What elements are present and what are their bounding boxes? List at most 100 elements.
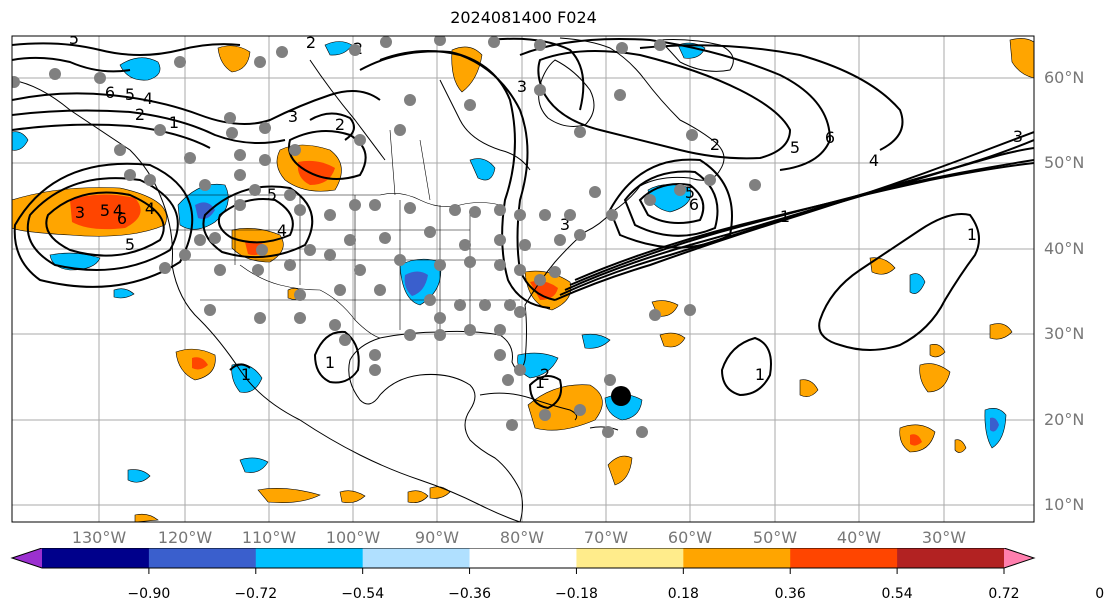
colorbar-segment [683,548,791,568]
station-dot [234,149,246,161]
contour-label: 3 [288,107,298,126]
station-dot [369,199,381,211]
station-dot [124,169,136,181]
station-dot [434,312,446,324]
station-dot [449,204,461,216]
colorbar-tick-label: 0.72 [988,586,1020,602]
station-dot [504,299,516,311]
contour-labels: 5265421325653423125643121354654111 [69,33,1023,392]
station-dot [534,274,546,286]
station-dot [254,312,266,324]
station-dot [539,409,551,421]
contour-label: 1 [325,353,335,372]
station-dot [704,174,716,186]
station-dot [12,76,20,88]
station-dot [494,324,506,336]
latitude-label: 60°N [1044,68,1085,87]
station-dot [602,426,614,438]
station-dot [276,46,288,58]
station-dot [294,204,306,216]
colorbar-segment [148,548,257,568]
station-dot [329,319,341,331]
longitude-label: 40°W [836,528,882,547]
station-dot [49,68,61,80]
contour-label: 2 [306,33,316,52]
station-dot [519,239,531,251]
latitude-label: 30°N [1044,324,1085,343]
station-dot [464,324,476,336]
contour-label: 6 [117,209,127,228]
latitude-label: 50°N [1044,153,1085,172]
station-markers [12,36,761,438]
longitude-label: 110°W [241,528,297,547]
contour-label: 6 [105,83,115,102]
station-dot [159,262,171,274]
contour-label: 5 [125,235,135,254]
station-dot [369,349,381,361]
graticule [12,36,1034,522]
station-dot [249,184,261,196]
station-dot [380,36,392,48]
longitude-label: 30°W [921,528,967,547]
station-dot [379,232,391,244]
deep-negative-shading [195,202,999,432]
contour-label: 3 [75,203,85,222]
station-dot [394,124,406,136]
contour-label: 2 [135,105,145,124]
station-dot [256,244,268,256]
contour-label: 4 [113,201,123,220]
station-dot [374,284,386,296]
station-dot [304,244,316,256]
station-dot [494,234,506,246]
station-dot [144,174,156,186]
map-frame-bg [12,36,1034,522]
storm-center-marker [611,386,631,406]
colorbar-tick-label: −0.36 [448,586,491,602]
latitude-label: 10°N [1044,495,1085,514]
station-dot [434,36,446,46]
station-dot [194,234,206,246]
colorbar-extend-min [12,548,42,568]
station-dot [404,94,416,106]
colorbar-tick-label: −0.72 [234,586,278,602]
map-border [11,35,1035,523]
colorbar-tick-label: 0.54 [881,586,913,602]
station-dot [539,209,551,221]
station-dot [604,374,616,386]
station-dot [394,254,406,266]
contour-label: 4 [145,199,155,218]
station-dot [204,304,216,316]
station-dot [434,329,446,341]
station-dot [354,264,366,276]
longitude-label: 50°W [752,528,798,547]
station-dot [636,426,648,438]
station-dot [514,209,526,221]
station-dot [234,199,246,211]
contour-label: 5 [790,138,800,157]
station-dot [259,122,271,134]
station-dot [324,209,336,221]
station-dot [574,229,586,241]
contour-label: 2 [540,365,550,384]
station-dot [644,194,656,206]
colorbar-tick-label: 0.36 [774,586,806,602]
colorbar-segment [362,548,471,568]
contour-label: 1 [535,373,545,392]
station-dot [349,199,361,211]
station-dot [404,329,416,341]
longitude-label: 70°W [583,528,629,547]
station-dot [234,169,246,181]
station-dot [434,259,446,271]
latitude-label: 40°N [1044,239,1085,258]
station-dot [354,134,366,146]
station-dot [514,364,526,376]
contour-label: 4 [869,151,879,170]
contour-label: 1 [967,225,977,244]
station-dot [284,259,296,271]
station-dot [506,419,518,431]
colorbar-extend-max [1004,548,1034,568]
station-dot [649,309,661,321]
contour-label: 6 [689,195,699,214]
station-dot [154,124,166,136]
contour-label: 2 [335,115,345,134]
